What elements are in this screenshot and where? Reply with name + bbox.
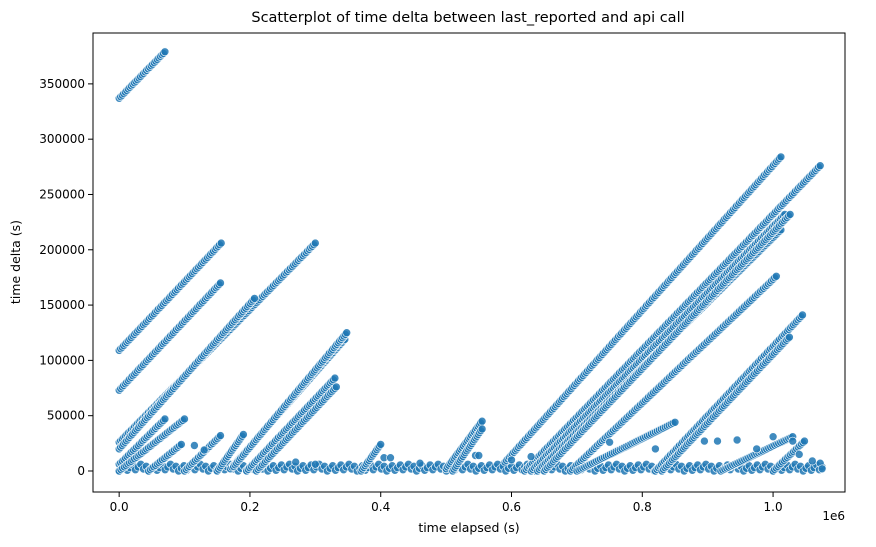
- y-axis-title: time delta (s): [8, 220, 23, 304]
- data-point: [376, 440, 386, 449]
- data-point: [768, 432, 778, 442]
- y-tick-label: 50000: [47, 409, 85, 423]
- data-point: [331, 382, 341, 392]
- data-point: [815, 161, 825, 170]
- data-point: [477, 416, 487, 426]
- x-tick-label: 0.0: [110, 500, 129, 514]
- data-point: [180, 414, 189, 424]
- data-point: [250, 294, 259, 303]
- data-point: [310, 238, 320, 248]
- data-point: [177, 440, 186, 449]
- data-point: [651, 444, 660, 454]
- data-point: [477, 424, 487, 434]
- data-point: [415, 458, 425, 468]
- data-point: [732, 435, 742, 445]
- data-point: [216, 278, 225, 288]
- data-point: [190, 441, 199, 450]
- data-point: [507, 455, 516, 465]
- data-point: [330, 373, 340, 383]
- data-point: [199, 445, 209, 455]
- y-tick-label: 200000: [39, 243, 85, 257]
- y-tick-label: 250000: [39, 187, 85, 201]
- data-point: [752, 444, 762, 454]
- data-point: [794, 450, 804, 459]
- y-tick-label: 150000: [39, 298, 85, 312]
- x-axis-offset-label: 1e6: [822, 509, 845, 523]
- x-axis: 0.0 0.2 0.4 0.6 0.8 1.0: [110, 492, 783, 514]
- data-point: [216, 238, 226, 248]
- data-point: [216, 431, 225, 440]
- data-point: [160, 47, 170, 57]
- chart-title: Scatterplot of time delta between last_r…: [251, 10, 684, 26]
- data-point: [386, 453, 395, 463]
- y-tick-label: 0: [77, 464, 85, 478]
- data-point: [310, 459, 320, 469]
- y-tick-label: 100000: [39, 353, 85, 367]
- data-point: [160, 414, 170, 424]
- data-point: [776, 152, 786, 162]
- data-point: [239, 430, 248, 439]
- data-point: [771, 271, 781, 281]
- data-point: [817, 464, 827, 474]
- data-point: [700, 436, 709, 446]
- axes-frame: [92, 32, 846, 493]
- x-tick-label: 0.6: [502, 500, 521, 514]
- x-tick-label: 1.0: [764, 500, 783, 514]
- data-point: [713, 436, 722, 446]
- y-tick-label: 350000: [39, 77, 85, 91]
- x-axis-title: time elapsed (s): [418, 520, 519, 535]
- data-point: [291, 457, 301, 467]
- data-point: [785, 332, 794, 342]
- data-point: [785, 210, 795, 219]
- data-point: [474, 451, 484, 460]
- x-tick-label: 0.8: [633, 500, 652, 514]
- data-point: [526, 452, 536, 461]
- data-point: [670, 417, 680, 427]
- data-point: [807, 456, 817, 466]
- plot-area: [114, 47, 827, 476]
- data-point: [798, 310, 807, 320]
- data-point: [788, 436, 798, 446]
- y-tick-label: 300000: [39, 132, 85, 146]
- x-tick-label: 0.2: [240, 500, 259, 514]
- data-point: [342, 328, 352, 338]
- data-point: [800, 436, 809, 446]
- data-points: [114, 47, 827, 476]
- y-axis: 0 50000 100000 150000 200000 250000 300000 3500…: [39, 77, 93, 478]
- x-tick-label: 0.4: [371, 500, 390, 514]
- data-point: [605, 437, 614, 447]
